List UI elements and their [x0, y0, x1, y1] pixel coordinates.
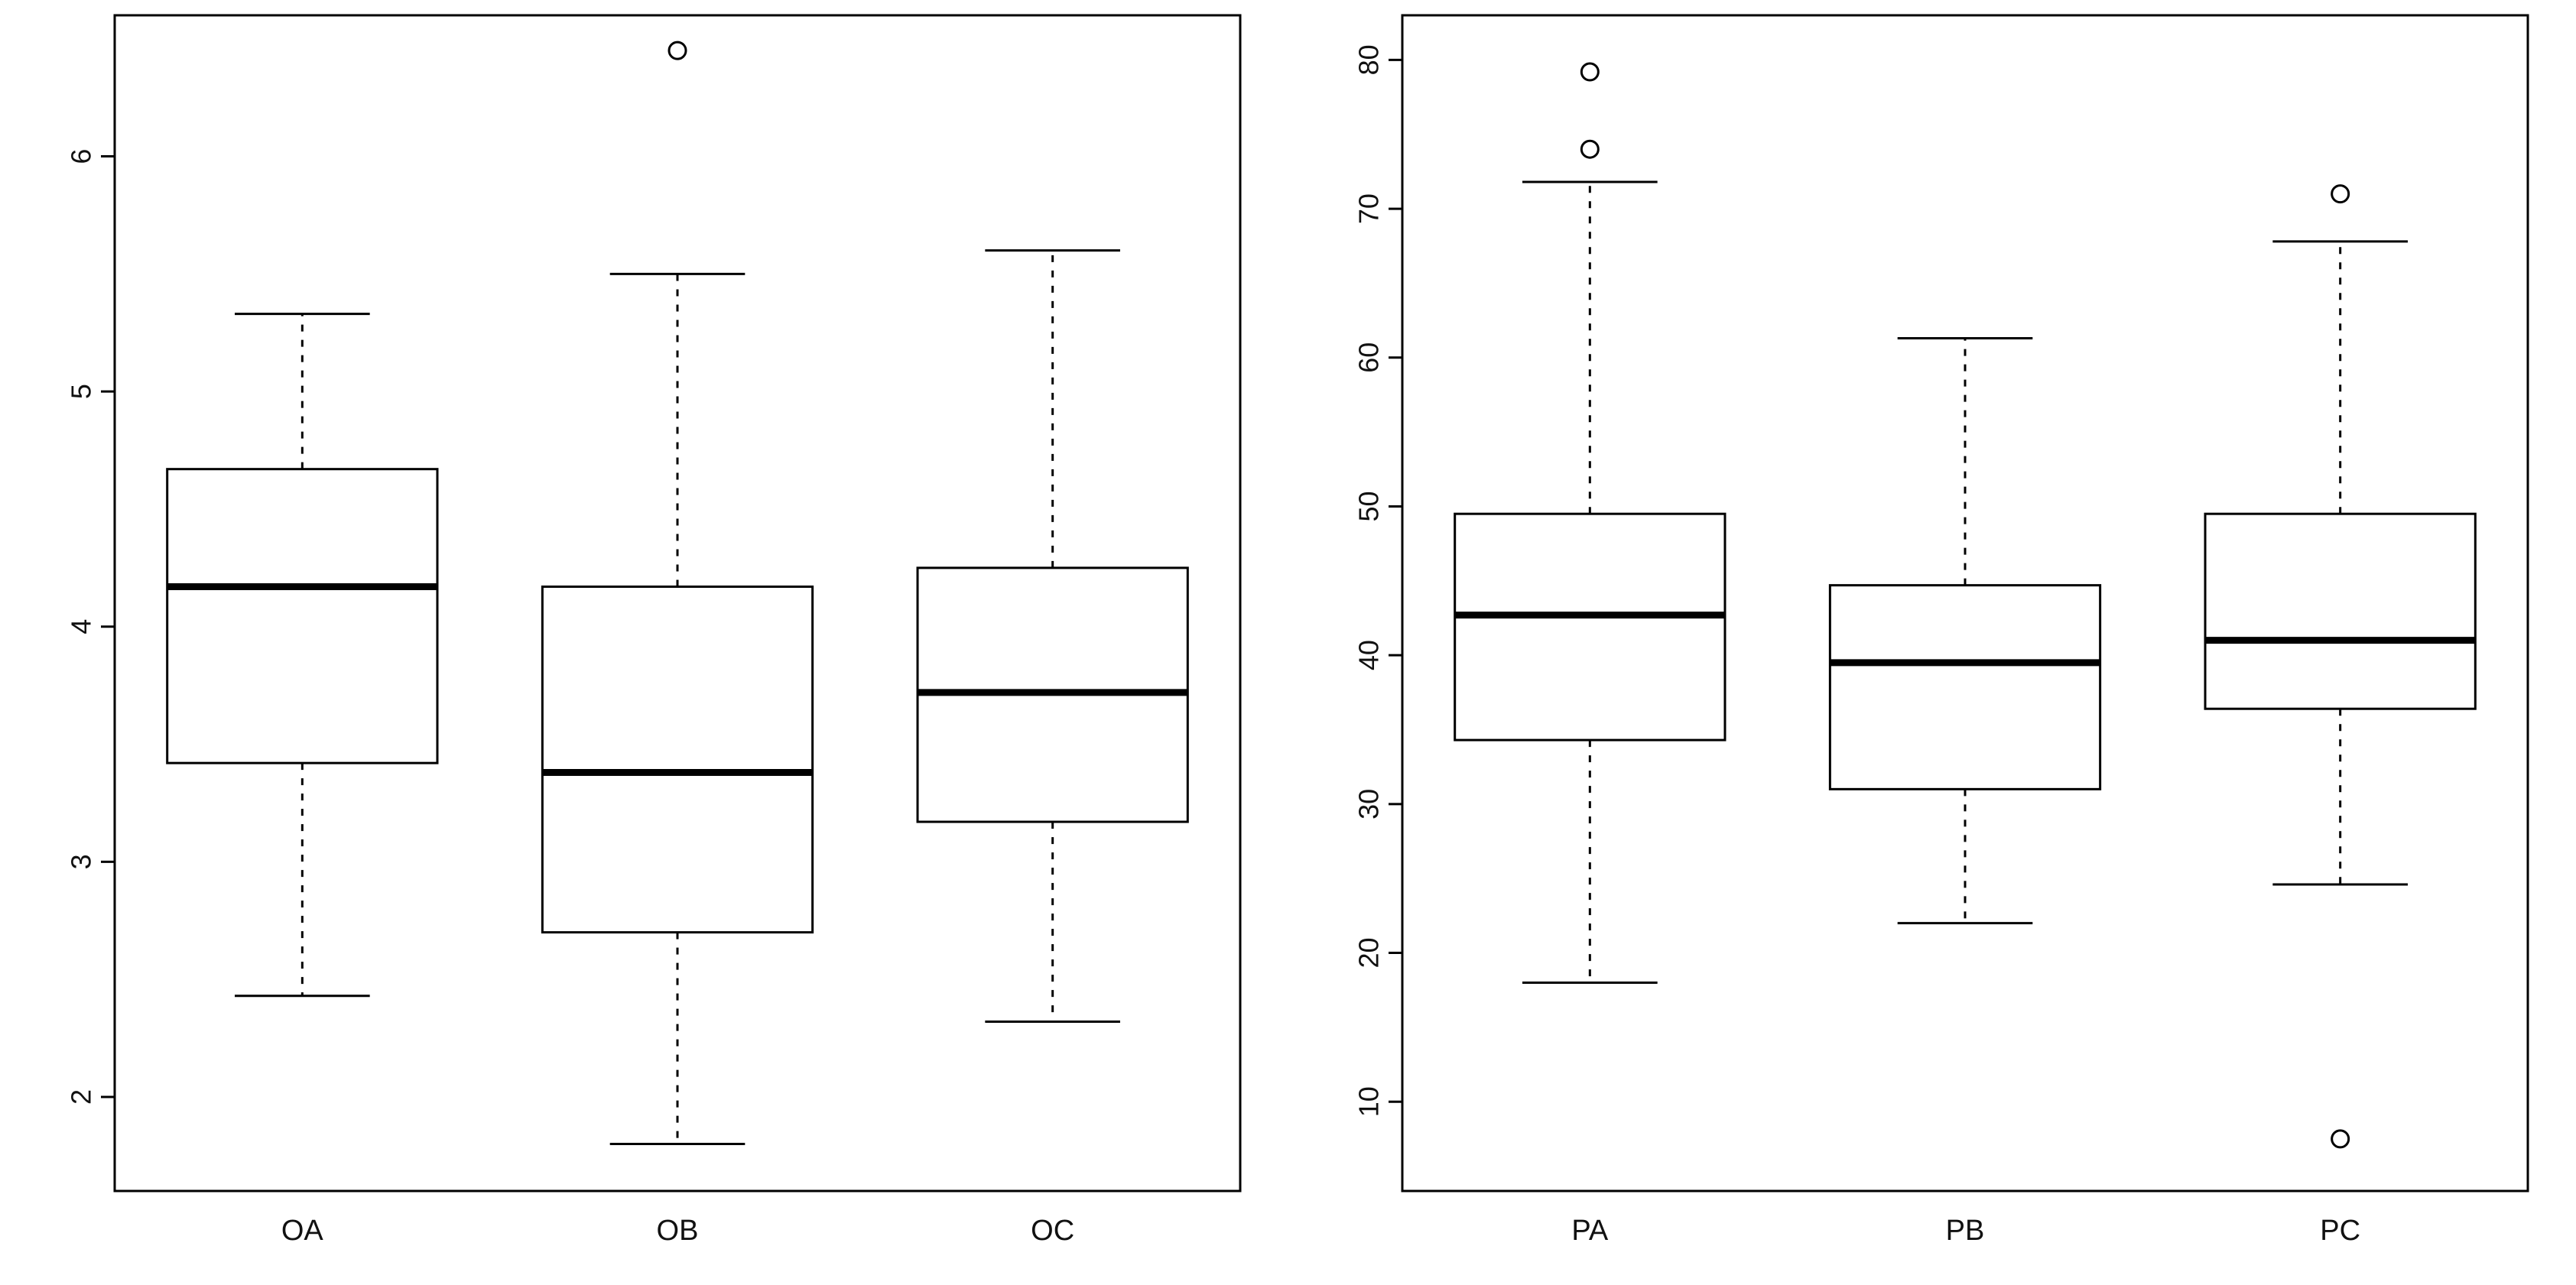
outlier-point — [1580, 62, 1600, 82]
x-category-label: PC — [2320, 1215, 2360, 1247]
y-tick-label: 10 — [1353, 1086, 1385, 1117]
plot-border — [1401, 14, 2529, 1193]
x-category-label: OA — [281, 1215, 324, 1247]
y-tick-label: 3 — [66, 854, 97, 869]
right-boxplot-panel: 10 20 30 40 50 60 70 80 PA PB PC — [1288, 0, 2575, 1281]
x-category-label: PA — [1571, 1215, 1609, 1247]
y-tick-label: 50 — [1353, 491, 1385, 521]
x-category-label: PB — [1946, 1215, 1985, 1247]
outlier-point — [1580, 139, 1600, 159]
y-tick-label: 2 — [66, 1089, 97, 1105]
x-category-label: OC — [1031, 1215, 1074, 1247]
x-category-label: OB — [657, 1215, 699, 1247]
y-tick-label: 5 — [66, 384, 97, 399]
y-tick-label: 80 — [1353, 44, 1385, 75]
right-boxplot-svg: 10 20 30 40 50 60 70 80 PA PB PC — [1353, 14, 2529, 1247]
left-boxplot-svg: 2 3 4 5 6 OA OB OC — [66, 14, 1242, 1247]
y-tick-label: 30 — [1353, 789, 1385, 819]
y-tick-label: 4 — [66, 619, 97, 634]
iqr-box — [2204, 512, 2477, 710]
iqr-box — [166, 468, 439, 764]
y-tick-label: 6 — [66, 149, 97, 164]
y-tick-label: 40 — [1353, 640, 1385, 670]
y-tick-label: 20 — [1353, 937, 1385, 968]
iqr-box — [1454, 512, 1727, 741]
iqr-box — [541, 585, 814, 934]
left-boxplot-panel: 2 3 4 5 6 OA OB OC — [0, 0, 1288, 1281]
outlier-point — [2331, 1129, 2350, 1149]
outlier-point — [2331, 184, 2350, 204]
y-tick-label: 70 — [1353, 193, 1385, 224]
iqr-box — [1828, 584, 2102, 790]
plot-border — [113, 14, 1242, 1193]
outlier-point — [668, 41, 687, 60]
y-tick-label: 60 — [1353, 342, 1385, 373]
